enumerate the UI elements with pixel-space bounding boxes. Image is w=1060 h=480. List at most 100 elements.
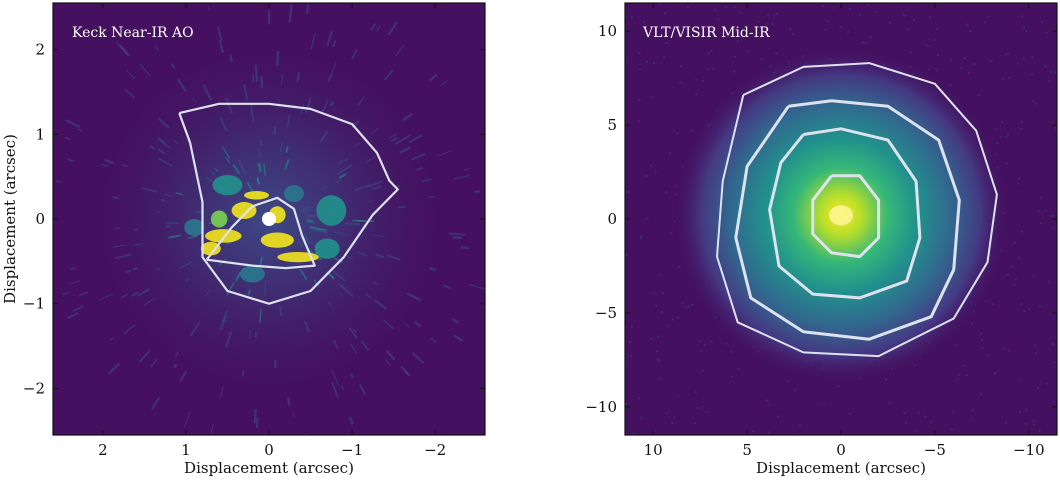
speckle	[185, 277, 190, 282]
speckle	[78, 291, 89, 297]
noise-pixel	[737, 368, 740, 371]
x-tick-label: −5	[924, 441, 946, 459]
speckle	[371, 185, 383, 191]
speckle	[451, 318, 460, 324]
noise-pixel	[1034, 344, 1037, 347]
speckle	[428, 73, 438, 82]
noise-pixel	[1007, 133, 1010, 136]
noise-pixel	[859, 13, 862, 16]
speckle	[350, 48, 358, 60]
speckle	[349, 373, 354, 379]
speckle	[305, 214, 317, 218]
noise-pixel	[638, 99, 641, 102]
noise-pixel	[963, 365, 966, 368]
speckle	[330, 381, 339, 398]
speckle	[406, 292, 422, 302]
speckle	[388, 132, 398, 140]
overlay-outer-loop	[716, 62, 998, 358]
noise-pixel	[628, 341, 631, 344]
speckle	[67, 158, 75, 163]
noise-pixel	[913, 19, 916, 22]
speckle	[174, 351, 179, 358]
speckle	[353, 141, 360, 148]
noise-pixel	[1033, 419, 1036, 422]
noise-pixel	[1005, 136, 1008, 139]
noise-pixel	[1000, 136, 1003, 139]
noise-pixel	[869, 36, 872, 39]
speckle	[296, 72, 301, 83]
noise-pixel	[1017, 378, 1020, 381]
noise-pixel	[1044, 65, 1047, 68]
noise-pixel	[875, 10, 878, 13]
speckle	[370, 22, 377, 31]
noise-pixel	[1034, 102, 1037, 105]
speckle	[365, 156, 376, 164]
speckle	[189, 321, 201, 337]
speckle	[453, 174, 471, 180]
speckle	[216, 26, 223, 41]
speckle	[337, 164, 353, 175]
noise-pixel	[740, 11, 743, 14]
speckle	[259, 139, 263, 146]
noise-pixel	[1052, 227, 1055, 230]
emission-blob	[314, 238, 340, 259]
noise-pixel	[768, 404, 771, 407]
noise-pixel	[637, 120, 640, 123]
speckle	[329, 101, 335, 107]
speckle	[131, 291, 139, 297]
noise-pixel	[1023, 310, 1026, 313]
speckle	[133, 243, 143, 247]
speckle	[138, 348, 152, 363]
y-axis-label: Displacement (arcsec)	[1, 134, 19, 304]
speckle	[179, 260, 193, 270]
noise-pixel	[789, 27, 792, 30]
noise-pixel	[665, 412, 668, 415]
noise-pixel	[1004, 53, 1007, 56]
x-axis-label: Displacement (arcsec)	[756, 459, 926, 477]
speckle	[160, 198, 166, 202]
speckle	[375, 253, 385, 259]
noise-pixel	[987, 354, 990, 357]
noise-pixel	[995, 128, 998, 131]
speckle	[339, 283, 354, 298]
noise-pixel	[973, 63, 976, 66]
speckle	[309, 226, 327, 232]
speckle	[460, 246, 470, 250]
speckle	[413, 320, 422, 328]
speckle	[370, 127, 379, 135]
noise-pixel	[1022, 58, 1025, 61]
speckle	[246, 181, 254, 193]
noise-pixel	[734, 55, 737, 58]
noise-pixel	[1020, 303, 1023, 306]
speckle	[101, 163, 110, 168]
speckle	[205, 176, 213, 182]
emission-blob	[231, 202, 257, 220]
noise-pixel	[631, 15, 634, 18]
noise-pixel	[1033, 274, 1036, 277]
noise-pixel	[653, 429, 656, 432]
noise-pixel	[1017, 62, 1020, 65]
speckle	[218, 39, 225, 54]
speckle	[124, 88, 136, 99]
noise-pixel	[903, 14, 906, 17]
noise-pixel	[954, 344, 957, 347]
speckle	[112, 196, 120, 200]
noise-pixel	[1013, 283, 1016, 286]
speckle	[394, 44, 405, 57]
noise-pixel	[1006, 162, 1009, 165]
noise-pixel	[981, 346, 984, 349]
noise-pixel	[721, 32, 724, 35]
noise-pixel	[685, 306, 688, 309]
speckle	[264, 281, 267, 296]
speckle	[202, 84, 213, 101]
speckle	[427, 195, 436, 199]
noise-pixel	[695, 78, 698, 81]
speckle	[195, 210, 202, 214]
noise-pixel	[1048, 80, 1051, 83]
speckle	[157, 157, 173, 167]
speckle	[263, 162, 266, 176]
noise-pixel	[700, 349, 703, 352]
noise-pixel	[667, 324, 670, 327]
noise-pixel	[1008, 349, 1011, 352]
noise-pixel	[824, 28, 827, 31]
